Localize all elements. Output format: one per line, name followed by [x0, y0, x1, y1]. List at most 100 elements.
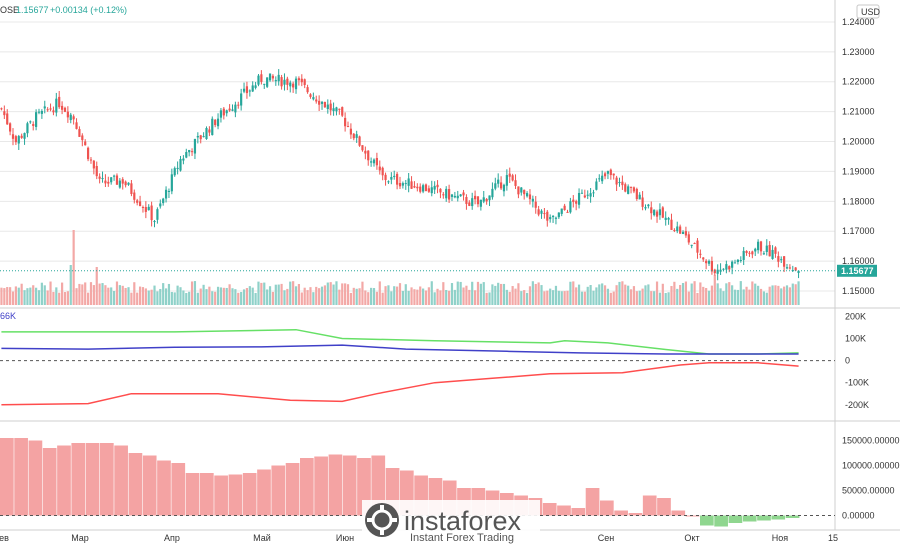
volume-bar	[289, 281, 292, 305]
currency-badge[interactable]	[856, 4, 880, 19]
volume-bar	[499, 283, 503, 305]
candle-body	[748, 252, 751, 254]
positions-pane[interactable]	[0, 309, 835, 420]
candle-body	[280, 77, 283, 87]
positions-tick-label: 0	[845, 356, 850, 366]
volume-bar	[771, 285, 774, 305]
candle-body	[745, 250, 748, 253]
volume-bar	[286, 288, 289, 305]
candle-body	[378, 166, 381, 171]
volume-bar	[699, 282, 702, 305]
candle-body	[456, 195, 459, 199]
price-tick-label: 1.18000	[842, 196, 875, 206]
candle-body	[595, 181, 598, 190]
candle-body	[245, 86, 249, 94]
net-bar	[671, 510, 686, 516]
candle-body	[586, 194, 589, 196]
net-bar	[700, 515, 714, 526]
watermark-tagline: Instant Forex Trading	[410, 532, 514, 544]
volume-bar	[569, 281, 572, 305]
candle-body	[468, 202, 471, 206]
volume-bar	[349, 292, 352, 305]
time-tick-label: Июн	[336, 533, 354, 543]
candle-body	[655, 211, 659, 217]
volume-bar	[422, 288, 425, 305]
volume-bar	[43, 285, 46, 305]
change-label: +0.00134 (+0.12%)	[50, 5, 127, 15]
candle-body	[268, 73, 272, 81]
positions-lines	[1, 328, 799, 406]
volume-bar	[748, 289, 751, 305]
volume-bar	[303, 287, 306, 305]
candle-body	[124, 181, 127, 186]
candle-body	[788, 267, 791, 269]
net-bar	[0, 438, 14, 516]
volume-bar	[370, 287, 373, 305]
volume-bar	[601, 283, 604, 305]
volume-bar	[292, 281, 295, 305]
candle-body	[260, 74, 263, 82]
volume-bar	[589, 285, 592, 305]
candle-body	[188, 149, 191, 153]
volume-bar	[759, 288, 763, 305]
volume-bar	[673, 281, 676, 305]
candle-body	[482, 197, 485, 202]
candle-body	[292, 83, 295, 88]
candle-body	[228, 108, 231, 111]
volume-bar	[9, 287, 12, 305]
candle-body	[199, 135, 202, 140]
volume-bar	[583, 291, 586, 305]
volume-bar	[448, 290, 451, 305]
candle-body	[473, 195, 477, 200]
price-tick-label: 1.22000	[842, 77, 875, 87]
candle-body	[783, 256, 786, 267]
candle-body	[11, 134, 15, 139]
time-tick-label: Ноя	[772, 533, 789, 543]
volume-bar	[69, 265, 72, 305]
volume-bar	[251, 287, 254, 305]
volume-bar	[159, 288, 162, 305]
volume-bar	[283, 290, 286, 305]
volume-bar	[641, 288, 644, 305]
volume-bar	[661, 283, 664, 305]
candle-body	[144, 207, 147, 212]
positions-title: 66K	[0, 311, 16, 321]
candle-body	[713, 269, 716, 274]
net-bar	[285, 463, 300, 516]
candle-body	[794, 267, 797, 271]
price-pane[interactable]	[0, 0, 835, 307]
volume-bar	[193, 281, 197, 305]
volume-bar	[222, 287, 225, 305]
candle-body	[72, 116, 75, 120]
candle-body	[9, 123, 12, 132]
candle-body	[424, 184, 428, 192]
volume-bar	[294, 286, 298, 305]
net-bar	[71, 443, 86, 516]
candle-body	[346, 126, 350, 128]
volume-bar	[60, 282, 64, 305]
candle-body	[190, 151, 194, 153]
volume-bar	[497, 282, 500, 305]
candle-body	[153, 221, 156, 223]
volume-bar	[248, 286, 251, 305]
volume-bar	[716, 283, 719, 305]
candle-body	[332, 108, 335, 112]
candle-body	[75, 122, 78, 129]
positions-tick-label: 100K	[845, 334, 866, 344]
volume-bar	[546, 290, 549, 305]
candle-body	[358, 136, 361, 146]
watermark-brand: instaforex	[404, 506, 522, 536]
candle-body	[641, 197, 644, 207]
candle-body	[205, 128, 208, 140]
time-tick-label: Мар	[71, 533, 89, 543]
volume-bar	[179, 287, 182, 305]
volume-bar	[401, 290, 404, 305]
candle-body	[638, 194, 641, 200]
volume-bar	[687, 291, 690, 305]
volume-bar	[346, 284, 350, 305]
price-tick-label: 1.20000	[842, 137, 875, 147]
volume-bar	[384, 286, 387, 305]
candle-body	[546, 211, 549, 221]
candle-body	[531, 198, 534, 202]
volume-bar	[176, 285, 179, 305]
